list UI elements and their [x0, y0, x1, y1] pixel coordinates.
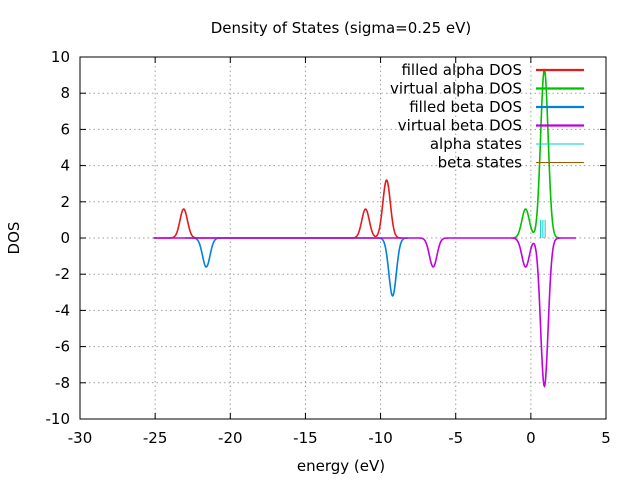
y-tick-label: -10: [46, 410, 71, 428]
dos-curve-1: [153, 179, 402, 239]
chart-title: Density of States (sigma=0.25 eV): [211, 19, 472, 37]
x-tick-label: 0: [526, 429, 536, 447]
y-tick-label: 8: [60, 84, 70, 102]
y-tick-label: 4: [60, 157, 70, 175]
y-tick-label: -6: [55, 338, 70, 356]
dos-curve-3: [185, 237, 408, 297]
y-tick-label: 2: [60, 193, 70, 211]
legend-label: filled beta DOS: [409, 98, 522, 116]
x-tick-label: -15: [293, 429, 318, 447]
dos-curve-4: [153, 237, 576, 389]
legend-label: virtual alpha DOS: [390, 80, 522, 98]
x-tick-label: -20: [218, 429, 243, 447]
x-axis-label: energy (eV): [297, 457, 385, 475]
dos-curve-2: [512, 68, 560, 239]
x-tick-label: -10: [368, 429, 393, 447]
y-axis-label: DOS: [5, 222, 23, 255]
legend-label: filled alpha DOS: [401, 61, 522, 79]
y-tick-label: -2: [55, 265, 70, 283]
legend-label: beta states: [438, 154, 523, 172]
y-tick-label: -4: [55, 301, 70, 319]
legend-label: virtual beta DOS: [398, 117, 522, 135]
y-tick-label: 10: [51, 48, 70, 66]
x-tick-label: -5: [448, 429, 463, 447]
x-tick-label: -25: [143, 429, 168, 447]
y-tick-label: -8: [55, 374, 70, 392]
legend-label: alpha states: [430, 135, 522, 153]
curves: [153, 68, 576, 389]
y-tick-label: 0: [60, 229, 70, 247]
x-tick-label: 5: [601, 429, 611, 447]
x-tick-label: -30: [68, 429, 93, 447]
y-tick-label: 6: [60, 120, 70, 138]
